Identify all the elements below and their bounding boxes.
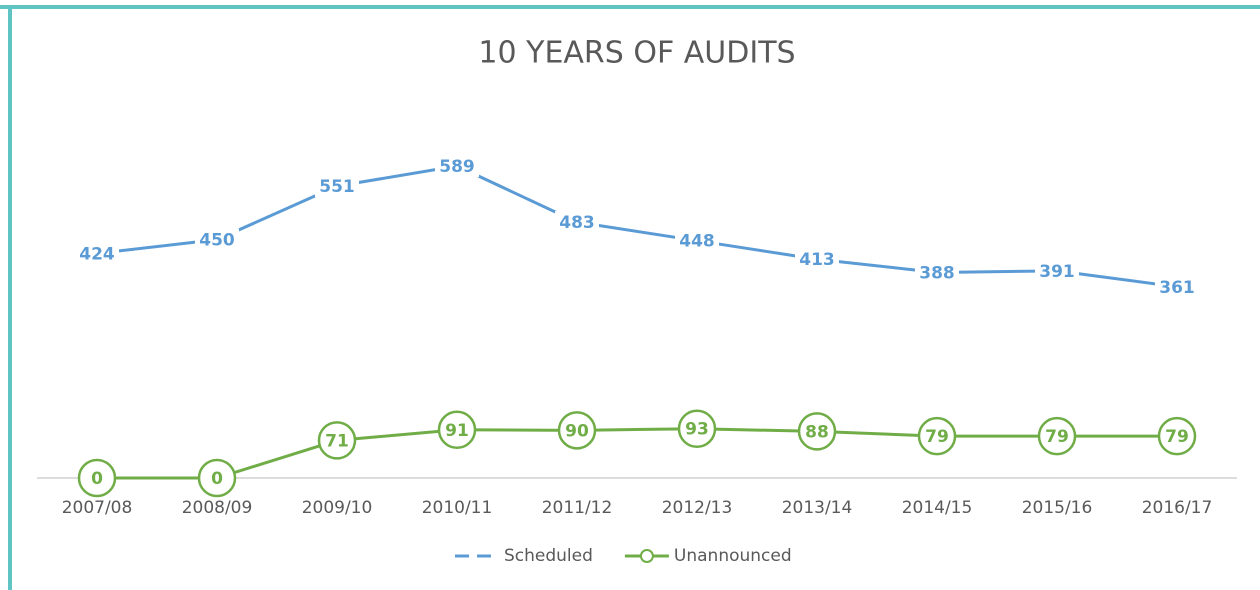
legend-label: Scheduled	[504, 546, 593, 566]
legend-marker	[639, 549, 654, 563]
data-label: 413	[799, 250, 835, 270]
x-tick-label: 2008/09	[182, 498, 253, 518]
point-marker	[917, 416, 957, 456]
label-backdrop	[195, 228, 239, 251]
data-label: 93	[685, 420, 709, 440]
point-marker	[557, 411, 597, 450]
label-backdrop	[915, 261, 959, 284]
data-label: 448	[679, 232, 715, 252]
data-label: 0	[91, 469, 103, 489]
data-label: 483	[559, 213, 595, 233]
label-backdrop	[1155, 275, 1199, 298]
data-label: 90	[565, 421, 589, 441]
point-marker	[677, 409, 717, 448]
data-label: 79	[925, 427, 949, 447]
label-backdrop	[315, 175, 359, 198]
label-backdrop	[75, 242, 119, 265]
data-label: 0	[211, 469, 223, 489]
x-tick-label: 2015/16	[1022, 498, 1093, 518]
series-line	[96, 164, 1178, 289]
x-tick-label: 2014/15	[902, 498, 973, 518]
frame-left	[8, 5, 12, 590]
point-marker	[197, 458, 237, 498]
point-marker	[797, 412, 837, 451]
series-line	[97, 427, 1177, 480]
data-label: 361	[1159, 278, 1195, 298]
data-label: 424	[79, 244, 115, 264]
data-label: 388	[919, 263, 955, 283]
data-label: 79	[1045, 427, 1069, 447]
frame-top	[0, 5, 1260, 9]
x-tick-label: 2009/10	[302, 498, 373, 518]
data-label: 91	[445, 421, 469, 441]
label-backdrop	[555, 211, 599, 234]
x-tick-label: 2007/08	[62, 498, 133, 518]
point-marker	[437, 410, 477, 450]
point-marker	[317, 421, 357, 460]
label-backdrop	[1035, 259, 1079, 282]
x-tick-label: 2013/14	[782, 498, 853, 518]
data-label: 88	[805, 422, 829, 442]
x-tick-label: 2012/13	[662, 498, 733, 518]
point-marker	[1157, 416, 1197, 456]
x-tick-label: 2010/11	[422, 498, 493, 518]
point-marker	[1037, 416, 1077, 456]
chart-title: 10 YEARS OF AUDITS	[478, 36, 795, 71]
data-label: 450	[199, 231, 235, 251]
data-label: 589	[439, 157, 475, 177]
label-backdrop	[675, 229, 719, 252]
x-tick-label: 2011/12	[542, 498, 613, 518]
legend-label: Unannounced	[674, 546, 792, 566]
data-label: 551	[319, 177, 355, 197]
x-tick-label: 2016/17	[1142, 498, 1213, 518]
point-marker	[77, 458, 117, 498]
label-backdrop	[795, 248, 839, 271]
data-label: 71	[325, 431, 349, 451]
data-label: 79	[1165, 427, 1189, 447]
label-backdrop	[435, 155, 479, 177]
data-label: 391	[1039, 262, 1075, 282]
